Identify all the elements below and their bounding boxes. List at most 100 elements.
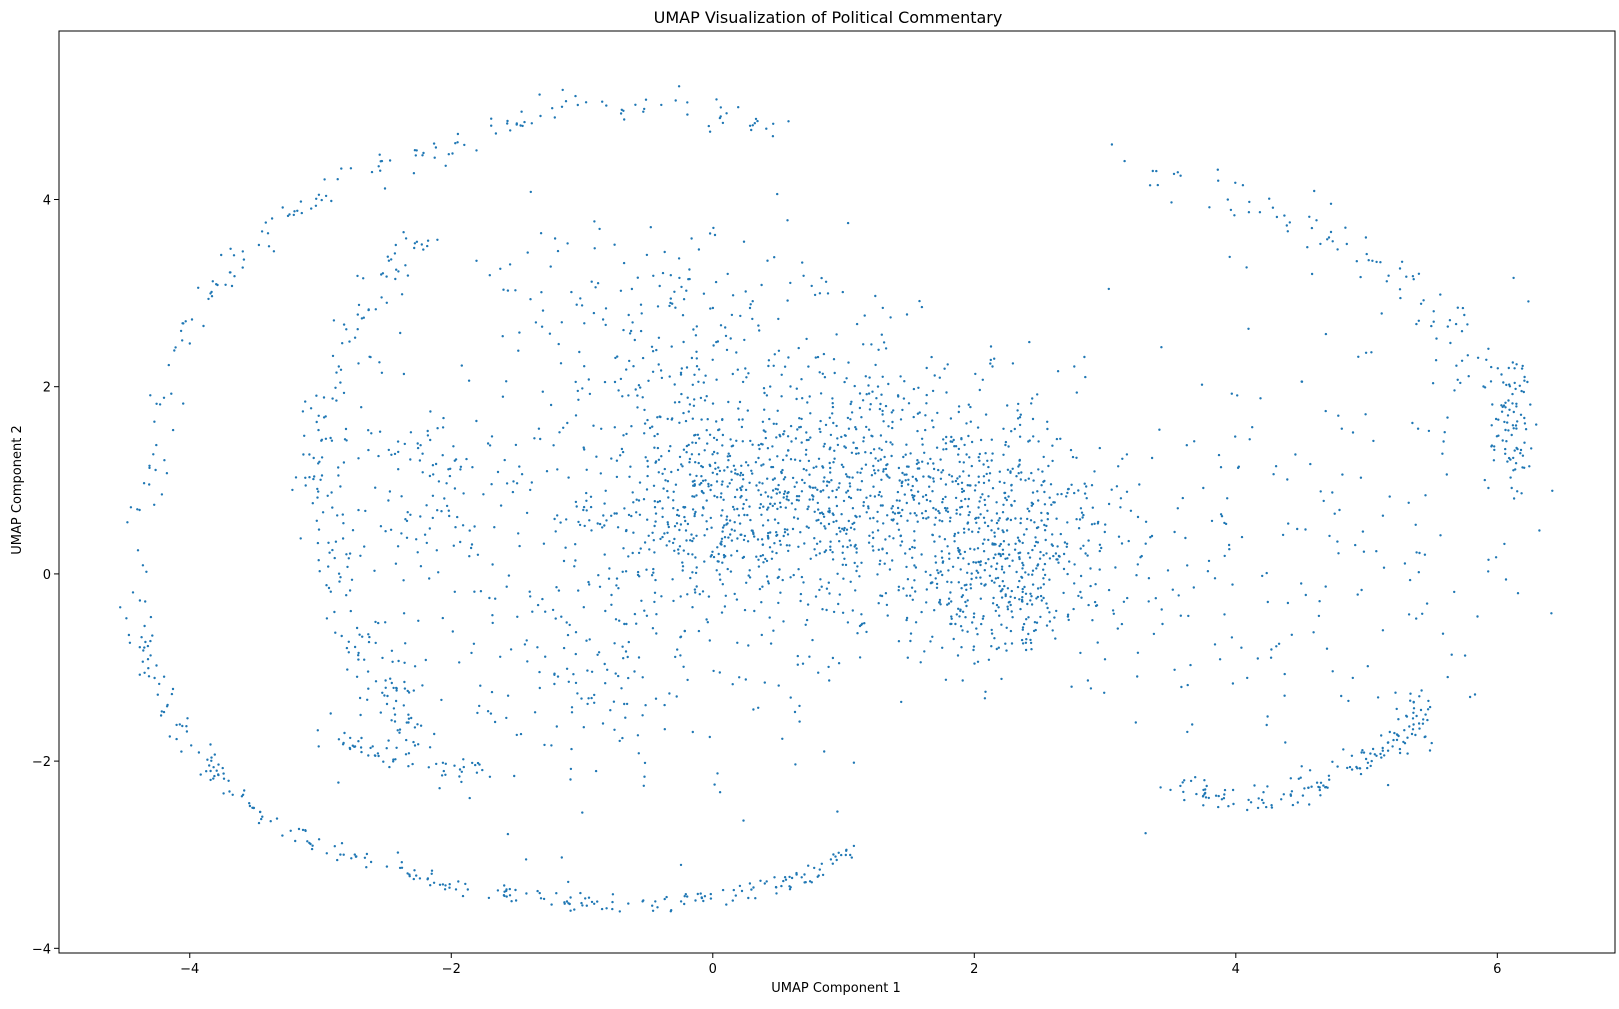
data-point xyxy=(243,789,246,792)
data-point xyxy=(1042,577,1045,580)
data-point xyxy=(709,516,712,520)
data-point xyxy=(390,453,393,456)
data-point xyxy=(772,629,775,632)
data-point xyxy=(890,507,893,510)
data-point xyxy=(974,561,978,564)
data-point xyxy=(1448,319,1452,322)
data-point xyxy=(1161,622,1164,626)
data-point xyxy=(468,529,471,532)
data-point xyxy=(1029,641,1033,645)
data-point xyxy=(907,402,911,405)
data-point xyxy=(342,323,346,326)
data-point xyxy=(985,472,988,476)
data-point xyxy=(783,531,787,534)
data-point xyxy=(185,725,188,728)
data-point xyxy=(711,358,714,361)
data-point xyxy=(995,521,999,525)
data-point xyxy=(658,500,662,503)
data-point xyxy=(1096,641,1099,644)
data-point xyxy=(1005,529,1009,532)
data-point xyxy=(694,461,697,464)
data-point xyxy=(831,512,834,515)
data-point xyxy=(732,888,735,892)
data-point xyxy=(627,513,631,517)
data-point xyxy=(454,526,457,529)
data-point xyxy=(393,452,397,456)
data-point xyxy=(330,439,334,442)
data-point xyxy=(421,452,424,455)
data-point xyxy=(705,618,708,621)
data-point xyxy=(778,539,782,543)
data-point xyxy=(412,877,415,881)
data-point xyxy=(818,512,822,515)
data-point xyxy=(434,462,438,466)
data-point xyxy=(761,585,764,588)
data-point xyxy=(360,750,363,754)
data-point xyxy=(680,285,683,289)
data-point xyxy=(380,159,384,163)
data-point xyxy=(1408,725,1411,728)
data-point xyxy=(155,402,158,405)
data-point xyxy=(990,519,993,522)
data-point xyxy=(1341,473,1344,476)
data-point xyxy=(1411,717,1415,720)
data-point xyxy=(593,247,596,250)
data-point xyxy=(819,419,822,423)
data-point xyxy=(773,502,776,505)
data-point xyxy=(741,440,744,443)
data-point xyxy=(1514,424,1518,427)
data-point xyxy=(693,373,696,376)
data-point xyxy=(1033,621,1037,624)
data-point xyxy=(627,676,630,680)
data-point xyxy=(586,669,589,672)
data-point xyxy=(586,702,589,706)
data-point xyxy=(785,454,788,457)
data-point xyxy=(448,886,451,889)
data-point xyxy=(590,900,594,904)
data-point xyxy=(881,504,884,507)
data-point xyxy=(723,605,727,608)
data-point xyxy=(700,418,703,421)
data-point xyxy=(721,583,724,586)
data-point xyxy=(761,554,765,557)
data-point xyxy=(936,411,939,415)
data-point xyxy=(933,609,936,612)
data-point xyxy=(788,875,791,879)
data-point xyxy=(576,103,579,107)
data-point xyxy=(922,516,925,520)
data-point xyxy=(871,435,874,438)
data-point xyxy=(388,159,392,162)
data-point xyxy=(159,714,163,717)
data-point xyxy=(1526,380,1529,384)
data-point xyxy=(605,519,608,522)
data-point xyxy=(241,250,244,253)
data-point xyxy=(470,651,473,655)
data-point xyxy=(570,706,574,709)
data-point xyxy=(884,538,887,541)
data-point xyxy=(1103,658,1107,661)
data-point xyxy=(1223,793,1226,796)
data-point xyxy=(787,449,790,452)
data-point xyxy=(1310,785,1313,788)
data-point xyxy=(332,319,336,322)
data-point xyxy=(518,331,521,334)
data-point xyxy=(932,426,935,429)
data-point xyxy=(942,438,945,441)
data-point xyxy=(181,724,184,728)
data-point xyxy=(715,438,719,442)
data-point xyxy=(657,471,660,474)
data-point xyxy=(264,221,267,224)
data-point xyxy=(1160,346,1163,349)
data-point xyxy=(1318,788,1322,792)
data-point xyxy=(509,648,513,651)
data-point xyxy=(1065,542,1069,545)
data-point xyxy=(975,627,978,630)
data-point xyxy=(1412,723,1415,726)
data-point xyxy=(209,778,212,782)
data-point xyxy=(348,552,352,555)
data-point xyxy=(1324,332,1328,336)
data-point xyxy=(1277,642,1281,645)
data-point xyxy=(227,779,230,782)
data-point xyxy=(396,545,400,548)
data-point xyxy=(426,434,430,437)
